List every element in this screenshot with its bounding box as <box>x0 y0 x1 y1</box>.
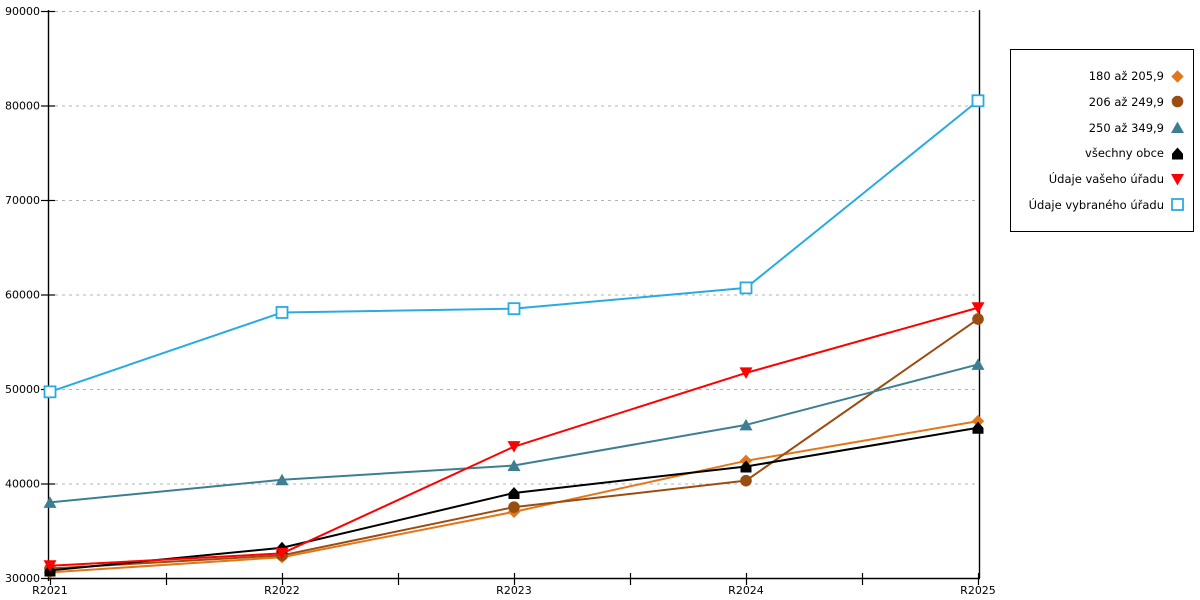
pentagon-icon <box>1172 147 1183 160</box>
series-Údaje vybraného úřadu <box>43 94 985 399</box>
series-line <box>49 306 979 567</box>
y-tick-label: 80000 <box>5 100 40 113</box>
triangle-down-icon <box>507 441 521 453</box>
diamond-icon <box>971 414 985 428</box>
circle-icon <box>740 474 752 487</box>
square-open-icon <box>1171 198 1184 212</box>
y-tick-label: 40000 <box>5 478 40 491</box>
pentagon-icon <box>972 421 984 434</box>
x-tick-label: R2023 <box>496 584 532 597</box>
triangle-up-icon <box>971 358 985 370</box>
y-tick-label: 30000 <box>5 572 40 585</box>
series-line <box>49 363 979 504</box>
legend-item: 250 až 349,9 <box>1015 120 1185 135</box>
circle-icon <box>972 313 984 325</box>
x-tick-label: R2021 <box>32 584 68 597</box>
x-tick-label: R2025 <box>960 584 996 597</box>
triangle-up-icon <box>507 459 521 472</box>
legend-label: 250 až 349,9 <box>1088 120 1164 135</box>
legend-label: Údaje vybraného úřadu <box>1028 197 1164 212</box>
y-tick-label: 70000 <box>5 194 40 207</box>
triangle-up-icon <box>1171 121 1184 134</box>
diamond-icon <box>1171 70 1184 83</box>
triangle-up-icon <box>43 496 57 508</box>
triangle-up-icon <box>739 418 753 431</box>
legend-item: 180 až 205,9 <box>1015 69 1185 84</box>
y-tick-label: 90000 <box>5 5 40 18</box>
legend-label: 206 až 249,9 <box>1088 94 1164 109</box>
legend-label: Údaje vašeho úřadu <box>1048 172 1164 187</box>
circle-icon <box>1171 96 1184 108</box>
legend-label: 180 až 205,9 <box>1088 69 1164 84</box>
triangle-down-icon <box>1171 173 1184 186</box>
y-tick-label: 60000 <box>5 289 40 302</box>
triangle-up-icon <box>275 473 289 486</box>
legend-item: 206 až 249,9 <box>1015 94 1185 109</box>
series-line <box>49 99 979 393</box>
square-open-icon <box>739 281 753 295</box>
square-open-icon <box>275 306 289 319</box>
triangle-down-icon <box>1171 173 1184 186</box>
legend: 180 až 205,9 206 až 249,9 250 až 349,9 všec… <box>1010 49 1194 232</box>
square-open-icon <box>507 302 521 316</box>
square-open-icon <box>43 385 57 399</box>
triangle-down-icon <box>739 367 753 379</box>
x-tick-label: R2024 <box>728 584 764 597</box>
x-tick-label: R2022 <box>264 584 300 597</box>
series-všechny obce <box>44 421 984 577</box>
legend-item: všechny obce <box>1015 146 1185 161</box>
circle-icon <box>508 501 520 513</box>
y-tick-label: 50000 <box>5 383 40 396</box>
pentagon-icon <box>740 460 752 473</box>
triangle-up-icon <box>1171 121 1184 134</box>
triangle-down-icon <box>971 302 985 314</box>
diamond-icon <box>1171 70 1184 83</box>
legend-label: všechny obce <box>1085 146 1164 161</box>
legend-item: Údaje vašeho úřadu <box>1015 172 1185 187</box>
circle-icon <box>1171 96 1184 108</box>
triangle-down-icon <box>43 560 57 572</box>
square-open-icon <box>1171 198 1184 212</box>
series-250 až 349,9 <box>43 358 985 508</box>
triangle-down-icon <box>275 547 289 560</box>
square-open-icon <box>971 94 985 108</box>
pentagon-icon <box>1172 147 1183 160</box>
legend-item: Údaje vybraného úřadu <box>1015 197 1185 212</box>
series-Údaje vašeho úřadu <box>43 302 985 572</box>
pentagon-icon <box>508 486 520 499</box>
